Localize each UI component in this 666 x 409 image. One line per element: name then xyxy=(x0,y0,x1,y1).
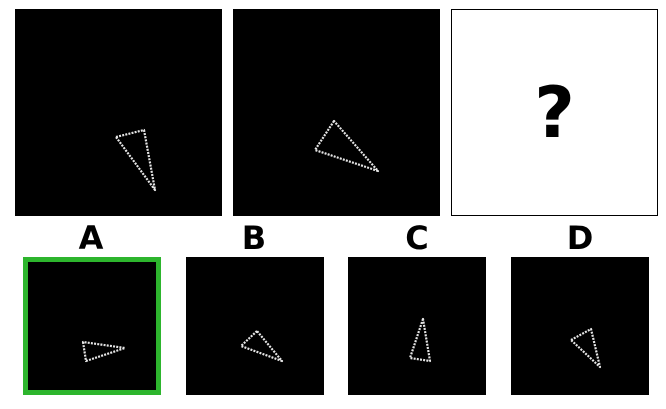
question-mark: ? xyxy=(534,72,575,154)
option-a-triangle xyxy=(81,340,127,363)
option-label-d: D xyxy=(566,219,594,257)
option-d-choice[interactable] xyxy=(511,257,649,395)
sequence-frame-unknown: ? xyxy=(451,9,658,216)
option-b-triangle xyxy=(239,329,284,363)
option-a-choice[interactable] xyxy=(23,257,161,395)
triangle-shape-2 xyxy=(313,119,380,173)
option-d-triangle xyxy=(569,327,602,369)
option-label-b: B xyxy=(241,219,267,257)
option-c-choice[interactable] xyxy=(348,257,486,395)
sequence-frame-2 xyxy=(233,9,440,216)
triangle-shape-1 xyxy=(114,128,157,192)
option-label-a: A xyxy=(78,219,104,257)
option-c-triangle xyxy=(408,317,432,363)
option-label-c: C xyxy=(405,219,429,257)
sequence-frame-1 xyxy=(15,9,222,216)
option-b-choice[interactable] xyxy=(186,257,324,395)
